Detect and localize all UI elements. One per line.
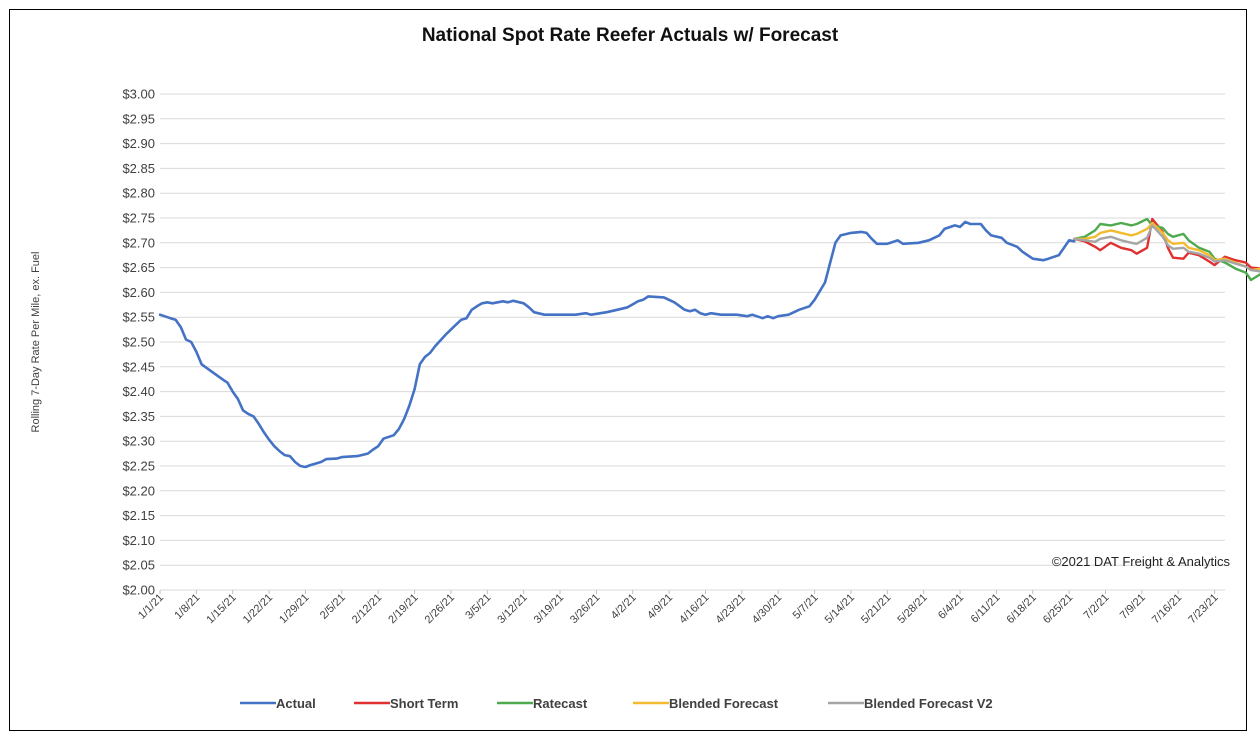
gridlines [160,93,1225,591]
legend-entry: Blended Forecast [669,696,779,711]
chart-title: National Spot Rate Reefer Actuals w/ For… [422,25,839,46]
y-tick-label: $2.70 [122,235,155,250]
x-tick-label: 2/5/21 [318,592,348,622]
x-tick-label: 3/26/21 [568,592,602,626]
y-tick-label: $2.75 [122,211,155,226]
y-axis-ticks: $2.00 $2.05 $2.10 $2.15 $2.20 $2.25 $2.30 $2.35… [122,87,155,598]
x-tick-label: 5/21/21 [859,592,893,626]
legend-entry: Actual [276,696,316,711]
y-tick-label: $2.05 [122,558,155,573]
y-axis-label: Rolling 7-Day Rate Per Mile, ex. Fuel [30,252,42,433]
legend-entry: Ratecast [533,696,588,711]
y-tick-label: $2.60 [122,285,155,300]
y-tick-label: $2.10 [122,533,155,548]
x-tick-label: 2/26/21 [423,592,457,626]
x-tick-label: 6/18/21 [1004,592,1038,626]
x-tick-label: 1/22/21 [241,592,275,626]
legend: Actual Short Term Ratecast Blended Forecast… [240,696,993,711]
y-tick-label: $2.40 [122,384,155,399]
x-tick-label: 4/23/21 [714,592,748,626]
x-axis-ticks: 1/1/21 1/8/21 1/15/21 1/22/21 1/29/21 2/5/21 2… [136,590,1221,626]
y-tick-label: $2.25 [122,459,155,474]
y-tick-label: $2.30 [122,434,155,449]
x-tick-label: 5/7/21 [791,592,821,622]
y-tick-label: $2.20 [122,483,155,498]
y-tick-label: $2.95 [122,111,155,126]
legend-entry: Blended Forecast V2 [864,696,993,711]
y-tick-label: $2.80 [122,186,155,201]
x-tick-label: 1/8/21 [172,592,202,622]
series-line-actual [158,220,1076,469]
x-tick-label: 3/5/21 [463,592,493,622]
x-tick-label: 3/19/21 [532,592,566,626]
series-lines [158,217,1260,469]
y-tick-label: $2.45 [122,359,155,374]
x-tick-label: 1/29/21 [277,592,311,626]
series-line-blended-forecast-v2 [1073,224,1260,273]
series-line-short-term [1073,217,1260,270]
y-tick-label: $2.65 [122,260,155,275]
y-tick-label: $3.00 [122,87,155,102]
x-tick-label: 2/12/21 [350,592,384,626]
x-tick-label: 6/25/21 [1041,592,1075,626]
y-tick-label: $2.55 [122,310,155,325]
y-tick-label: $2.50 [122,335,155,350]
x-tick-label: 2/19/21 [386,592,420,626]
x-tick-label: 7/23/21 [1186,592,1220,626]
x-tick-label: 3/12/21 [495,592,529,626]
x-tick-label: 6/4/21 [936,592,966,622]
legend-entry: Short Term [390,696,458,711]
x-tick-label: 1/15/21 [204,592,238,626]
x-tick-label: 7/16/21 [1150,592,1184,626]
x-tick-label: 4/2/21 [609,592,639,622]
x-tick-label: 6/11/21 [969,592,1003,626]
y-tick-label: $2.35 [122,409,155,424]
chart-frame [9,9,1247,731]
x-tick-label: 7/9/21 [1118,592,1148,622]
x-tick-label: 5/28/21 [895,592,929,626]
x-tick-label: 4/30/21 [750,592,784,626]
y-tick-label: $2.15 [122,508,155,523]
y-tick-label: $2.00 [122,583,155,598]
x-tick-label: 7/2/21 [1082,592,1112,622]
x-tick-label: 5/14/21 [823,592,857,626]
series-line-ratecast [1073,217,1260,282]
y-tick-label: $2.90 [122,136,155,151]
x-tick-label: 4/16/21 [677,592,711,626]
y-tick-label: $2.85 [122,161,155,176]
copyright-annotation: ©2021 DAT Freight & Analytics [1052,554,1231,569]
x-tick-label: 4/9/21 [645,592,675,622]
